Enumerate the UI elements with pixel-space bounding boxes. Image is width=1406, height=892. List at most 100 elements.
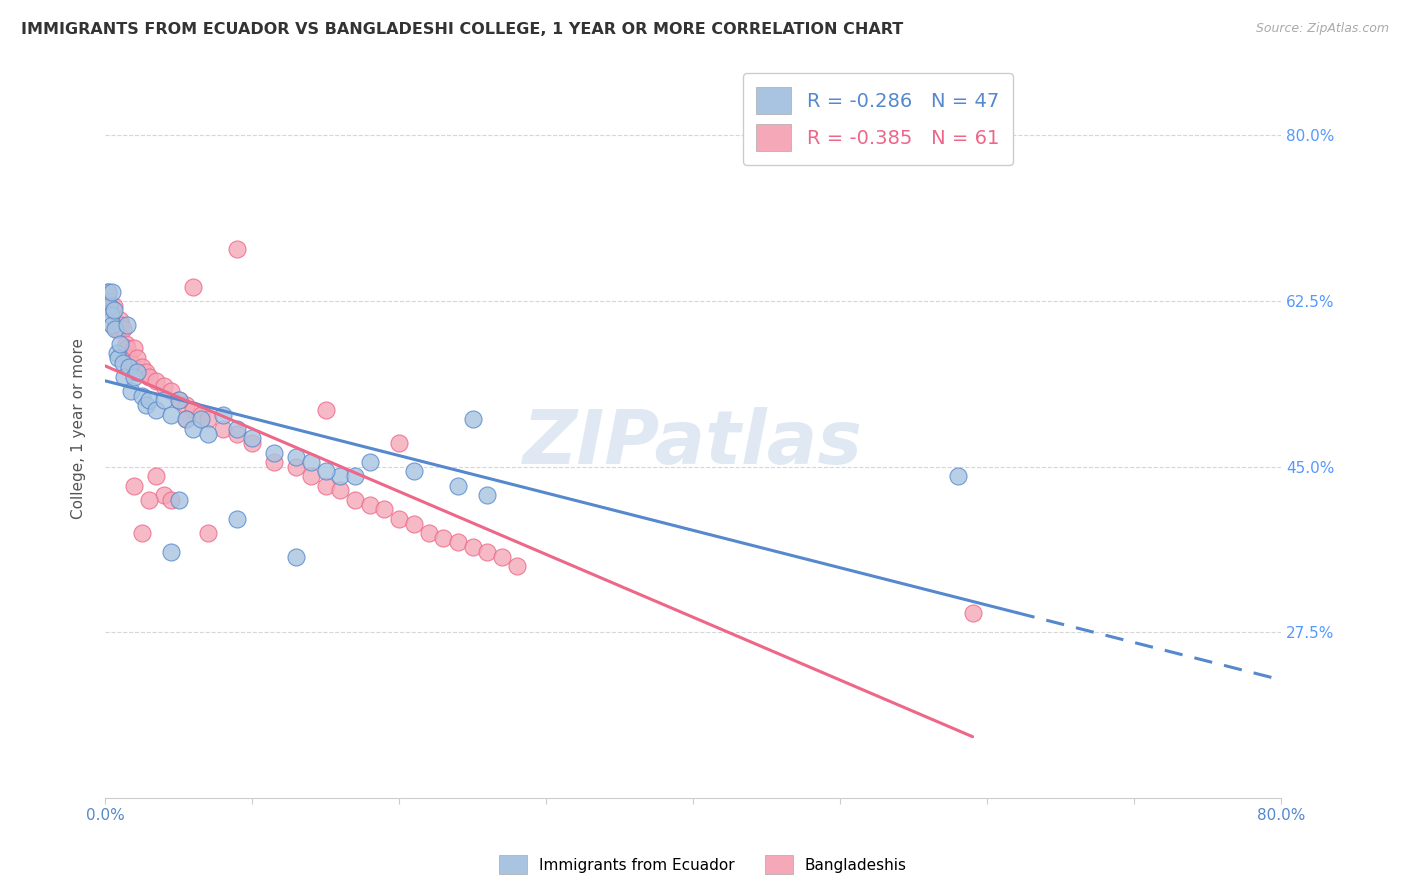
Text: IMMIGRANTS FROM ECUADOR VS BANGLADESHI COLLEGE, 1 YEAR OR MORE CORRELATION CHART: IMMIGRANTS FROM ECUADOR VS BANGLADESHI C… xyxy=(21,22,903,37)
Point xyxy=(153,393,176,408)
Point xyxy=(329,469,352,483)
Point xyxy=(174,412,197,426)
Point xyxy=(315,403,337,417)
Point xyxy=(124,342,146,356)
Point xyxy=(197,426,219,441)
Point xyxy=(359,498,381,512)
Point xyxy=(111,355,134,369)
Point xyxy=(181,280,204,294)
Point xyxy=(138,369,160,384)
Point xyxy=(153,488,176,502)
Point xyxy=(98,293,121,308)
Point xyxy=(111,322,134,336)
Point xyxy=(160,492,183,507)
Point xyxy=(315,478,337,492)
Point xyxy=(117,360,139,375)
Point xyxy=(101,303,124,318)
Point xyxy=(117,351,139,365)
Point xyxy=(181,422,204,436)
Point xyxy=(447,478,470,492)
Point xyxy=(135,398,157,412)
Text: Source: ZipAtlas.com: Source: ZipAtlas.com xyxy=(1256,22,1389,36)
Point xyxy=(98,299,121,313)
Point xyxy=(160,384,183,398)
Point xyxy=(190,408,212,422)
Point xyxy=(104,322,127,336)
Point xyxy=(167,492,190,507)
Y-axis label: College, 1 year or more: College, 1 year or more xyxy=(72,338,86,519)
Point xyxy=(131,360,153,375)
Point xyxy=(104,318,127,332)
Point xyxy=(97,285,120,299)
Point xyxy=(447,535,470,549)
Point xyxy=(226,512,249,526)
Point xyxy=(190,412,212,426)
Point xyxy=(373,502,395,516)
Point xyxy=(461,540,484,554)
Point xyxy=(432,531,454,545)
Point xyxy=(167,393,190,408)
Point xyxy=(112,369,135,384)
Point xyxy=(211,422,233,436)
Point xyxy=(174,412,197,426)
Point xyxy=(343,469,366,483)
Point xyxy=(138,492,160,507)
Point xyxy=(108,336,131,351)
Point xyxy=(107,322,129,336)
Point xyxy=(131,389,153,403)
Point xyxy=(100,308,122,322)
Point xyxy=(226,242,249,256)
Point xyxy=(240,436,263,450)
Point xyxy=(100,299,122,313)
Point xyxy=(127,351,149,365)
Point xyxy=(946,469,969,483)
Point xyxy=(138,393,160,408)
Point xyxy=(101,318,124,332)
Legend: R = -0.286   N = 47, R = -0.385   N = 61: R = -0.286 N = 47, R = -0.385 N = 61 xyxy=(742,73,1012,165)
Point xyxy=(477,488,499,502)
Point xyxy=(114,336,136,351)
Point xyxy=(506,559,529,574)
Point xyxy=(329,483,352,498)
Point xyxy=(131,526,153,541)
Point xyxy=(127,365,149,379)
Point xyxy=(103,303,125,318)
Point xyxy=(115,342,138,356)
Point xyxy=(103,299,125,313)
Point xyxy=(115,318,138,332)
Point xyxy=(124,478,146,492)
Point xyxy=(101,285,124,299)
Point xyxy=(388,512,411,526)
Point xyxy=(105,346,128,360)
Point xyxy=(343,492,366,507)
Point xyxy=(108,313,131,327)
Point xyxy=(285,459,308,474)
Point xyxy=(491,549,513,564)
Point xyxy=(153,379,176,393)
Point xyxy=(402,516,425,531)
Point xyxy=(962,607,984,621)
Point xyxy=(145,403,167,417)
Point xyxy=(461,412,484,426)
Legend: Immigrants from Ecuador, Bangladeshis: Immigrants from Ecuador, Bangladeshis xyxy=(494,849,912,880)
Point xyxy=(160,545,183,559)
Point xyxy=(120,384,142,398)
Point xyxy=(110,318,132,332)
Point xyxy=(418,526,440,541)
Point xyxy=(145,375,167,389)
Point xyxy=(299,469,322,483)
Point xyxy=(145,469,167,483)
Point xyxy=(285,450,308,465)
Point xyxy=(299,455,322,469)
Point xyxy=(120,355,142,369)
Point xyxy=(226,422,249,436)
Point xyxy=(167,393,190,408)
Point xyxy=(124,369,146,384)
Point xyxy=(181,403,204,417)
Point xyxy=(240,431,263,445)
Point xyxy=(402,465,425,479)
Point xyxy=(107,351,129,365)
Point xyxy=(160,408,183,422)
Point xyxy=(263,445,285,459)
Point xyxy=(105,322,128,336)
